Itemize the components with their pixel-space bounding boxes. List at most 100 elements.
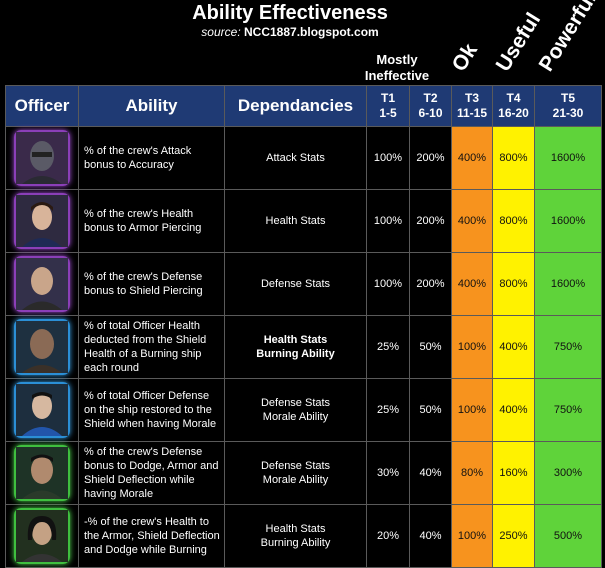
t5-range: 21-30 — [552, 106, 584, 120]
portrait-image — [16, 321, 68, 373]
dependancy-cell: Health Stats — [224, 189, 367, 253]
table-row: % of total Officer Health deducted from … — [5, 315, 602, 379]
t3-cell: 400% — [451, 252, 493, 316]
officer-header: Officer — [5, 85, 79, 127]
t5-header: T5 21-30 — [534, 85, 602, 127]
page-title: Ability Effectiveness — [192, 2, 388, 24]
dependancy-line1: Attack Stats — [266, 152, 325, 164]
ability-cell: % of the crew's Defense bonus to Shield … — [78, 252, 225, 316]
t3-header: T3 11-15 — [451, 85, 493, 127]
officer-portrait — [14, 508, 70, 564]
portrait-image — [16, 384, 68, 436]
t1-cell: 100% — [366, 126, 410, 190]
officer-cell — [5, 378, 79, 442]
ability-header: Ability — [78, 85, 225, 127]
t5-cell: 500% — [534, 504, 602, 568]
t3-cell: 80% — [451, 441, 493, 505]
dependancies-header: Dependancies — [224, 85, 367, 127]
source-site: NCC1887.blogspot.com — [244, 25, 379, 39]
table-row: -% of the crew's Health to the Armor, Sh… — [5, 504, 602, 568]
dependancy-cell: Attack Stats — [224, 126, 367, 190]
t3-name: T3 — [464, 91, 479, 105]
t1-cell: 30% — [366, 441, 410, 505]
t2-cell: 200% — [409, 252, 452, 316]
table-row: % of the crew's Attack bonus to Accuracy… — [5, 126, 602, 190]
officer-cell — [5, 315, 79, 379]
officer-cell — [5, 504, 79, 568]
t4-name: T4 — [506, 91, 521, 105]
t1-name: T1 — [380, 91, 395, 105]
t4-cell: 800% — [492, 126, 535, 190]
officer-portrait — [14, 319, 70, 375]
portrait-image — [16, 510, 68, 562]
portrait-image — [16, 258, 68, 310]
t3-cell: 400% — [451, 126, 493, 190]
mostly-ineffective-label: Mostly Ineffective — [362, 52, 432, 84]
t3-cell: 100% — [451, 378, 493, 442]
dependancy-cell: Defense Stats — [224, 252, 367, 316]
t2-name: T2 — [423, 91, 438, 105]
dependancy-line1: Health Stats — [263, 334, 328, 346]
t4-cell: 400% — [492, 315, 535, 379]
portrait-image — [16, 195, 68, 247]
portrait-image — [16, 447, 68, 499]
t2-cell: 40% — [409, 504, 452, 568]
t4-cell: 800% — [492, 252, 535, 316]
t2-cell: 200% — [409, 126, 452, 190]
dependancy-line2: Morale Ability — [262, 411, 329, 423]
ability-cell: % of the crew's Defense bonus to Dodge, … — [78, 441, 225, 505]
dependancy-line1: Health Stats — [265, 215, 326, 227]
officer-cell — [5, 441, 79, 505]
t1-cell: 25% — [366, 378, 410, 442]
mostly-line1: Mostly — [376, 52, 418, 67]
officer-portrait — [14, 256, 70, 312]
t3-cell: 400% — [451, 189, 493, 253]
dependancy-line1: Health Stats — [265, 523, 326, 535]
t5-cell: 300% — [534, 441, 602, 505]
t5-cell: 750% — [534, 315, 602, 379]
t5-name: T5 — [560, 91, 575, 105]
mostly-line2: Ineffective — [364, 68, 430, 83]
header-row: Officer Ability Dependancies T1 1-5 T2 6-1… — [5, 85, 602, 127]
source-line: source: NCC1887.blogspot.com — [0, 25, 580, 39]
officer-cell — [5, 252, 79, 316]
t1-range: 1-5 — [379, 106, 397, 120]
t1-cell: 20% — [366, 504, 410, 568]
t4-range: 16-20 — [498, 106, 529, 120]
dependancy-line1: Defense Stats — [260, 278, 331, 290]
dependancy-line2: Burning Ability — [260, 537, 331, 549]
t3-cell: 100% — [451, 315, 493, 379]
dependancy-line1: Defense Stats — [260, 397, 331, 409]
t2-cell: 50% — [409, 378, 452, 442]
t5-cell: 1600% — [534, 126, 602, 190]
ability-cell: % of the crew's Attack bonus to Accuracy — [78, 126, 225, 190]
t3-range: 11-15 — [456, 106, 488, 120]
dependancy-cell: Health Stats Burning Ability — [224, 504, 367, 568]
t1-cell: 100% — [366, 189, 410, 253]
t2-cell: 50% — [409, 315, 452, 379]
t5-cell: 1600% — [534, 189, 602, 253]
officer-portrait — [14, 445, 70, 501]
dependancy-cell: Defense Stats Morale Ability — [224, 378, 367, 442]
dependancy-cell: Defense Stats Morale Ability — [224, 441, 367, 505]
t5-cell: 750% — [534, 378, 602, 442]
officer-portrait — [14, 193, 70, 249]
ability-cell: % of total Officer Defense on the ship r… — [78, 378, 225, 442]
t4-cell: 800% — [492, 189, 535, 253]
t2-cell: 200% — [409, 189, 452, 253]
t2-header: T2 6-10 — [409, 85, 452, 127]
t2-cell: 40% — [409, 441, 452, 505]
dependancy-line2: Morale Ability — [262, 474, 329, 486]
ability-cell: -% of the crew's Health to the Armor, Sh… — [78, 504, 225, 568]
dependancy-line2: Burning Ability — [256, 348, 335, 360]
t1-header: T1 1-5 — [366, 85, 410, 127]
dependancy-line1: Defense Stats — [260, 460, 331, 472]
t3-cell: 100% — [451, 504, 493, 568]
officer-portrait — [14, 382, 70, 438]
dependancy-cell: Health Stats Burning Ability — [224, 315, 367, 379]
t4-cell: 160% — [492, 441, 535, 505]
t2-range: 6-10 — [418, 106, 443, 120]
table-row: % of the crew's Health bonus to Armor Pi… — [5, 189, 602, 253]
t4-header: T4 16-20 — [492, 85, 535, 127]
officer-cell — [5, 189, 79, 253]
